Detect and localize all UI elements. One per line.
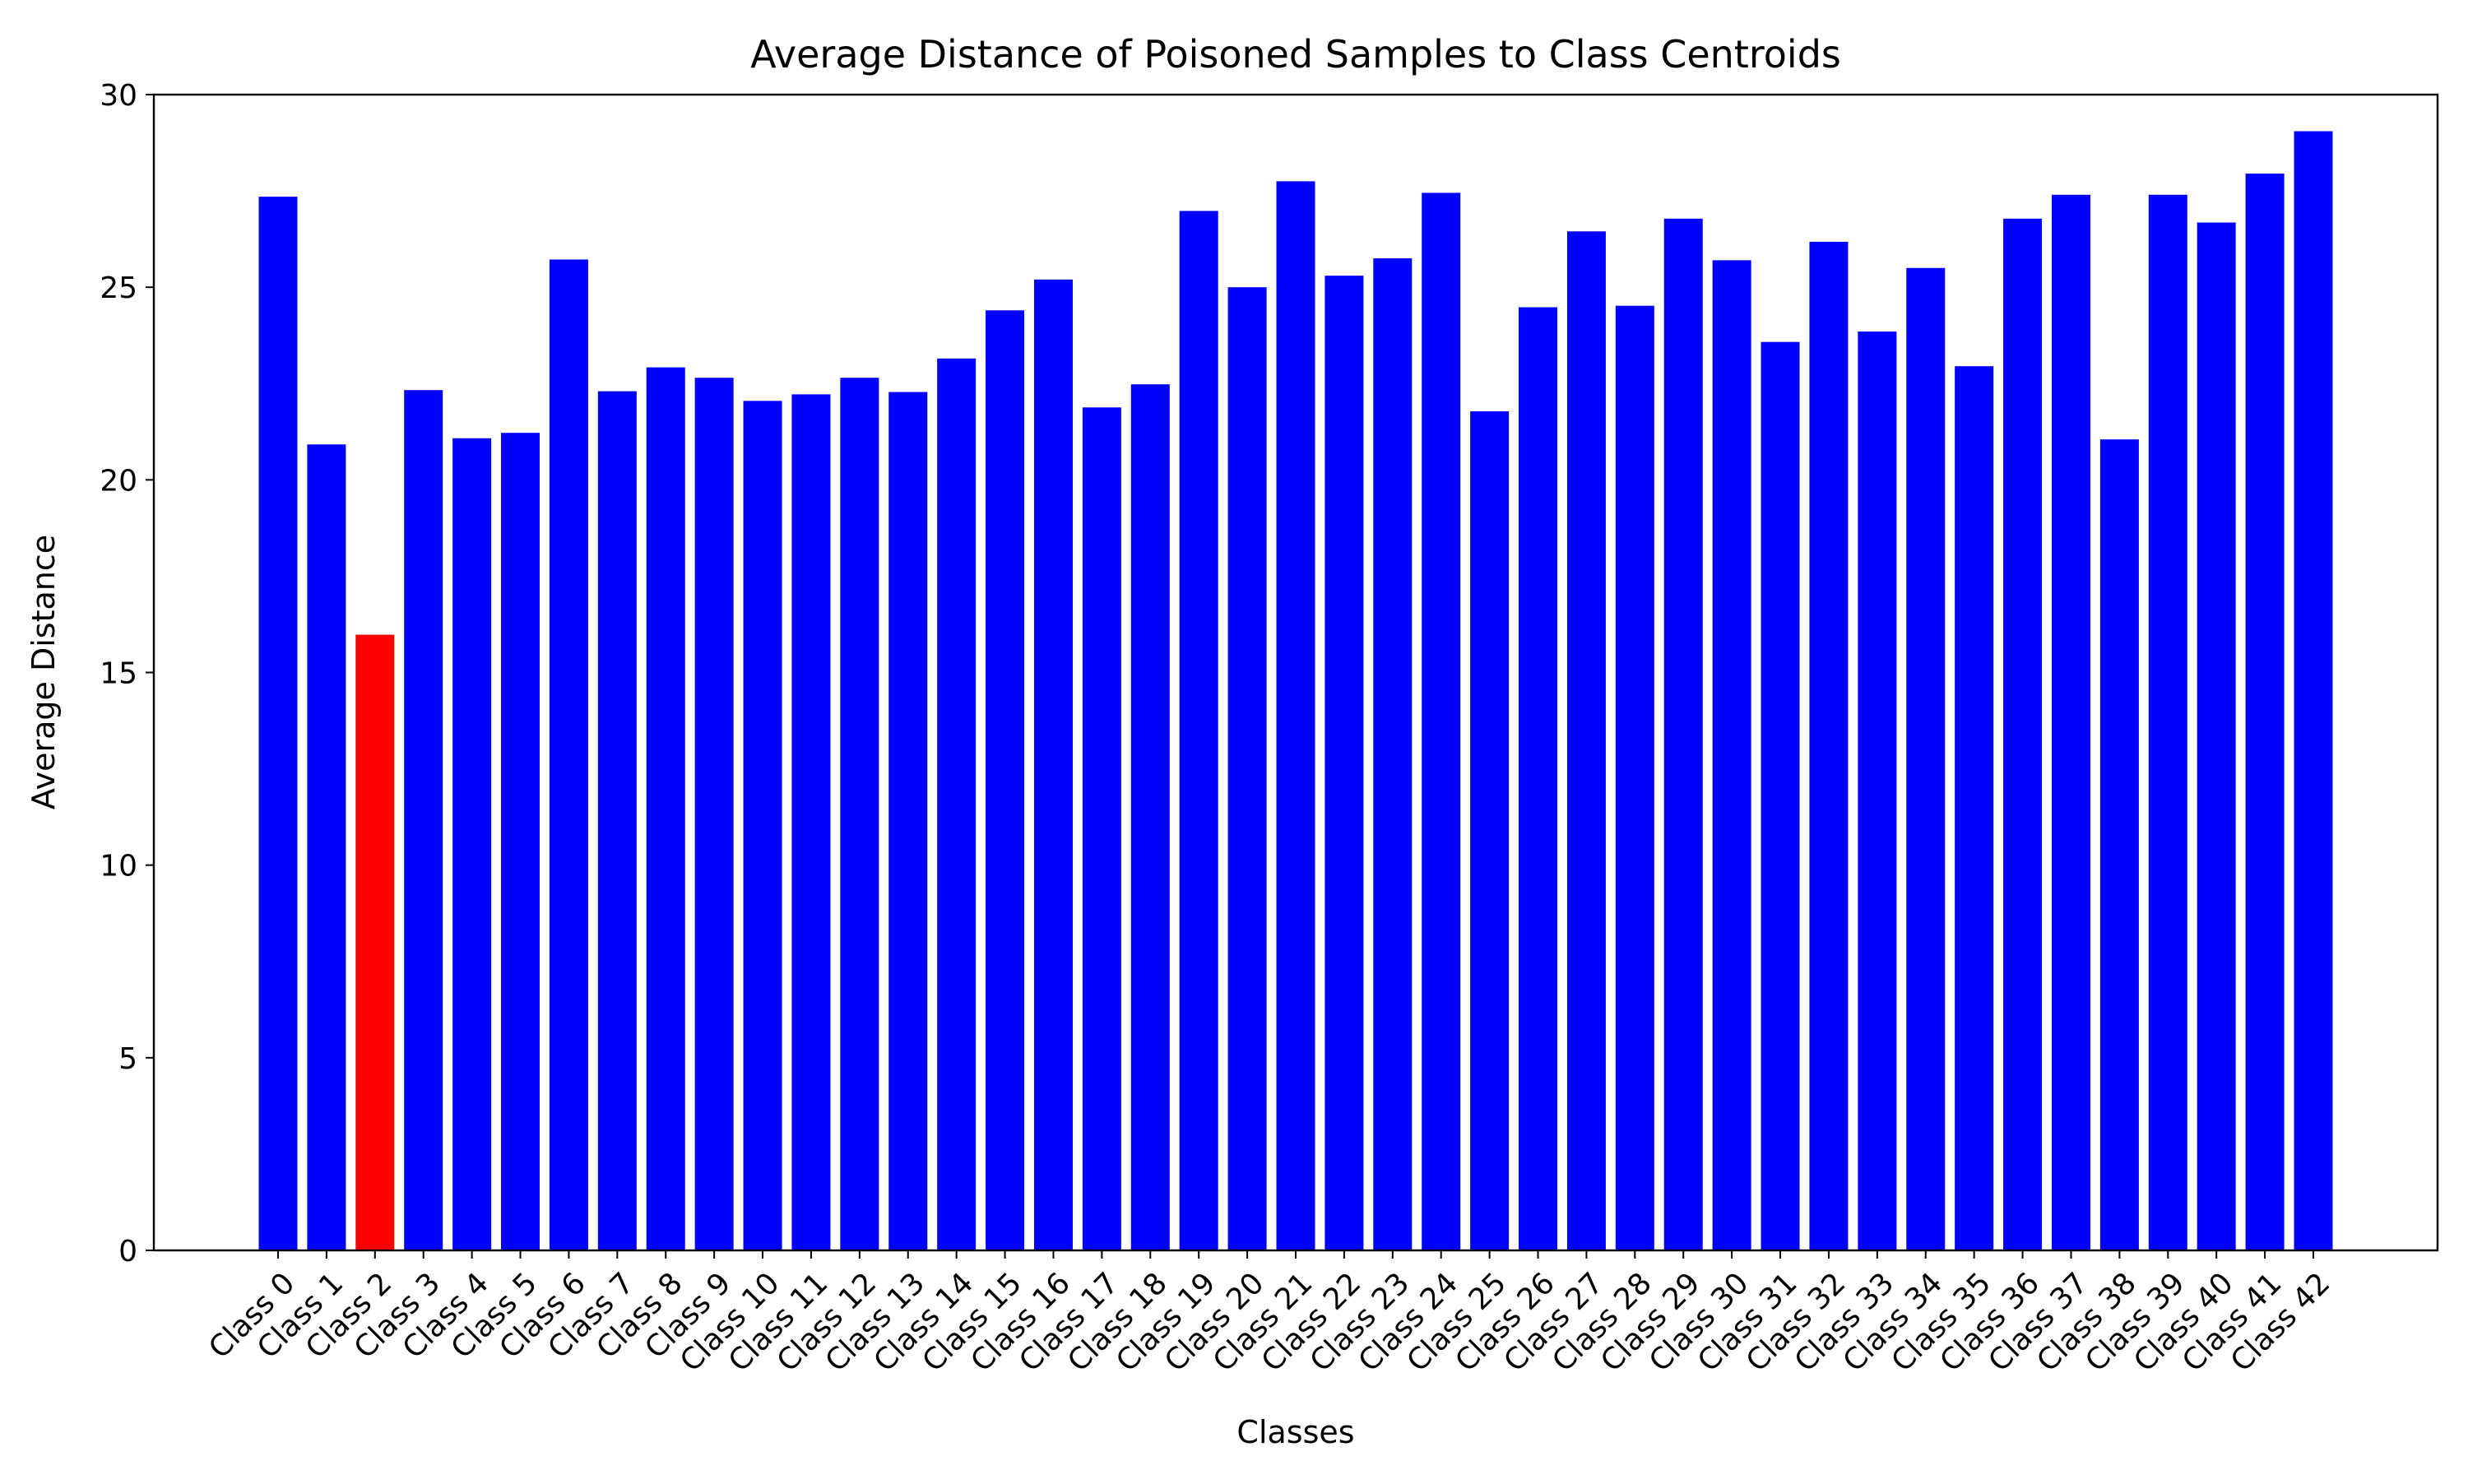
- chart-title: Average Distance of Poisoned Samples to …: [750, 32, 1841, 77]
- bar-class-8: [646, 367, 685, 1251]
- bar-class-4: [452, 438, 492, 1250]
- bar-class-15: [986, 310, 1025, 1250]
- y-tick-label: 15: [100, 657, 137, 691]
- bar-class-6: [549, 259, 588, 1251]
- y-axis-label: Average Distance: [26, 535, 62, 809]
- bar-class-42: [2294, 131, 2333, 1251]
- bar-class-14: [937, 358, 977, 1250]
- bar-class-30: [1712, 260, 1751, 1250]
- bar-class-26: [1519, 307, 1558, 1250]
- bar-class-0: [258, 197, 298, 1251]
- bar-class-9: [694, 378, 734, 1251]
- bar-class-24: [1422, 192, 1461, 1251]
- bar-class-37: [2051, 194, 2090, 1250]
- bar-class-16: [1033, 279, 1073, 1250]
- y-ticks-layer: 0 5 10 15 20 25 30: [100, 79, 154, 1268]
- bar-class-38: [2099, 439, 2139, 1250]
- bar-class-27: [1566, 231, 1606, 1250]
- bar-class-10: [743, 401, 782, 1251]
- bar-class-11: [791, 394, 831, 1250]
- bar-class-17: [1082, 407, 1121, 1250]
- bar-class-13: [888, 392, 928, 1250]
- bar-class-19: [1179, 211, 1218, 1251]
- bars-layer: [258, 131, 2333, 1251]
- y-tick-label: 25: [100, 271, 137, 305]
- x-axis-label: Classes: [1236, 1414, 1354, 1450]
- plot-frame: [152, 93, 2439, 1252]
- bar-class-5: [501, 433, 540, 1250]
- bar-class-40: [2197, 222, 2236, 1250]
- bar-class-28: [1615, 305, 1654, 1250]
- bar-class-39: [2148, 194, 2187, 1250]
- bar-class-20: [1227, 287, 1267, 1250]
- bar-class-2: [355, 634, 395, 1250]
- bar-class-23: [1373, 258, 1413, 1250]
- bar-class-22: [1324, 276, 1364, 1250]
- bar-class-25: [1470, 410, 1510, 1251]
- bar-class-41: [2245, 174, 2285, 1250]
- y-tick-label: 20: [100, 464, 137, 498]
- bar-class-3: [404, 390, 443, 1251]
- bar-class-1: [307, 444, 346, 1250]
- bar-class-36: [2003, 218, 2043, 1250]
- bar-class-33: [1858, 332, 1897, 1250]
- bar-class-31: [1761, 341, 1800, 1250]
- bar-class-12: [840, 378, 879, 1251]
- bar-class-29: [1663, 218, 1703, 1250]
- y-tick-label: 0: [118, 1235, 137, 1268]
- y-tick-label: 5: [118, 1042, 137, 1076]
- bar-class-35: [1955, 366, 1994, 1250]
- bar-class-7: [597, 391, 637, 1250]
- bar-class-34: [1906, 267, 1946, 1250]
- bar-class-21: [1276, 181, 1315, 1251]
- y-tick-label: 30: [100, 79, 137, 113]
- bar-class-32: [1809, 241, 1849, 1250]
- bar-class-18: [1130, 384, 1170, 1251]
- y-tick-label: 10: [100, 850, 137, 883]
